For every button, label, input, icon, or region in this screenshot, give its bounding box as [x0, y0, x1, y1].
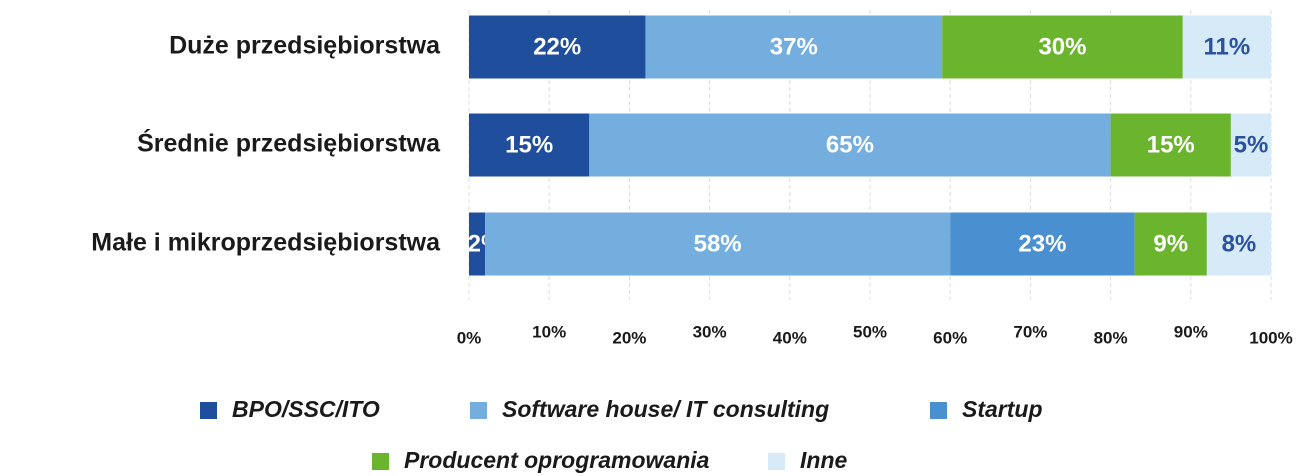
x-tick-label: 50%: [853, 322, 887, 341]
data-label: 5%: [1234, 131, 1269, 158]
data-label: 11%: [1204, 33, 1251, 60]
x-tick-label: 30%: [693, 322, 727, 341]
data-label: 22%: [533, 33, 581, 60]
data-label: 58%: [694, 230, 742, 257]
data-label: 30%: [1038, 33, 1086, 60]
x-tick-label: 40%: [773, 328, 807, 347]
data-label: 15%: [505, 131, 553, 158]
bar-segment: [1230, 113, 1271, 177]
data-label: 15%: [1147, 131, 1195, 158]
bar-segment: [1206, 212, 1271, 276]
data-label: 9%: [1153, 230, 1188, 257]
bar-segment: [1110, 113, 1231, 177]
category-label: Średnie przedsiębiorstwa: [137, 128, 441, 158]
x-tick-label: 90%: [1174, 322, 1208, 341]
bar-segment: [942, 15, 1183, 79]
data-label: 65%: [826, 131, 874, 158]
x-tick-label: 60%: [933, 328, 967, 347]
bar-segment: [1134, 212, 1207, 276]
legend-swatch: [200, 402, 217, 419]
bar-segment: [469, 212, 486, 276]
bar-segment: [589, 113, 1111, 177]
x-tick-label: 10%: [532, 322, 566, 341]
legend-swatch: [768, 453, 785, 470]
bar-segment: [469, 15, 646, 79]
x-tick-label: 100%: [1249, 328, 1292, 347]
bar-segment: [645, 15, 943, 79]
data-label: 23%: [1018, 230, 1066, 257]
x-tick-label: 0%: [457, 328, 482, 347]
legend-label: Producent oprogramowania: [404, 447, 710, 473]
bar-segment: [469, 113, 590, 177]
bar-segment: [1182, 15, 1271, 79]
legend-swatch: [372, 453, 389, 470]
bar-segment: [485, 212, 951, 276]
legend-swatch: [470, 402, 487, 419]
legend-label: Startup: [962, 396, 1043, 422]
data-label: 8%: [1222, 230, 1257, 257]
x-tick-label: 80%: [1094, 328, 1128, 347]
bar-segment: [950, 212, 1135, 276]
data-label: 37%: [770, 33, 818, 60]
legend-label: Software house/ IT consulting: [502, 396, 829, 422]
x-tick-label: 20%: [612, 328, 646, 347]
x-tick-label: 70%: [1013, 322, 1047, 341]
legend-label: Inne: [800, 447, 847, 473]
category-label: Duże przedsiębiorstwa: [169, 32, 441, 60]
category-label: Małe i mikroprzedsiębiorstwa: [91, 229, 441, 257]
legend-swatch: [930, 402, 947, 419]
legend-label: BPO/SSC/ITO: [232, 396, 380, 422]
